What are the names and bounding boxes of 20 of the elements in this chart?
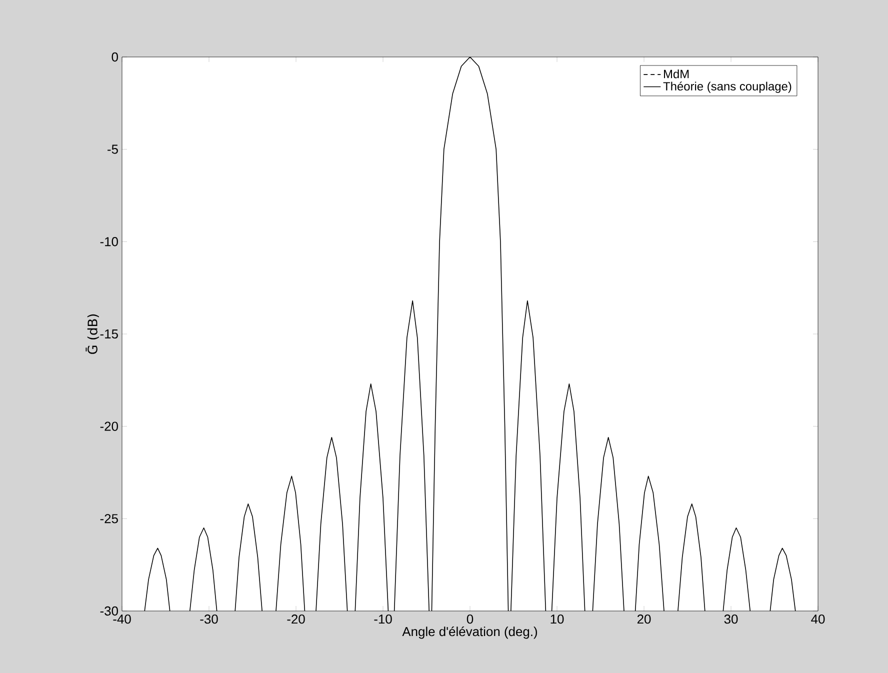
y-tick-label: -5 xyxy=(108,144,118,154)
x-tick-label: 30 xyxy=(724,614,738,624)
y-tick-label: -10 xyxy=(100,237,118,246)
y-tick-label: -25 xyxy=(100,514,118,524)
legend-label: MdM xyxy=(664,69,689,78)
x-tick-label: 0 xyxy=(466,614,474,624)
y-axis-title: Ḡ (dB) xyxy=(86,314,99,354)
y-tick-label: -15 xyxy=(100,329,118,338)
x-tick-label: -10 xyxy=(374,614,392,624)
x-tick-label: -20 xyxy=(287,614,305,624)
y-tick-label: -30 xyxy=(100,606,118,616)
legend-label: Théorie (sans couplage) xyxy=(663,82,792,93)
x-tick-label: -30 xyxy=(200,614,218,624)
x-tick-label: 40 xyxy=(811,614,825,624)
y-tick-label: 0 xyxy=(112,52,118,62)
x-tick-label: -40 xyxy=(113,614,131,624)
x-tick-label: 20 xyxy=(637,614,651,624)
x-tick-label: 10 xyxy=(550,614,564,624)
y-tick-label: -20 xyxy=(100,422,118,431)
x-axis-title: Angle d'élévation (deg.) xyxy=(402,626,538,639)
